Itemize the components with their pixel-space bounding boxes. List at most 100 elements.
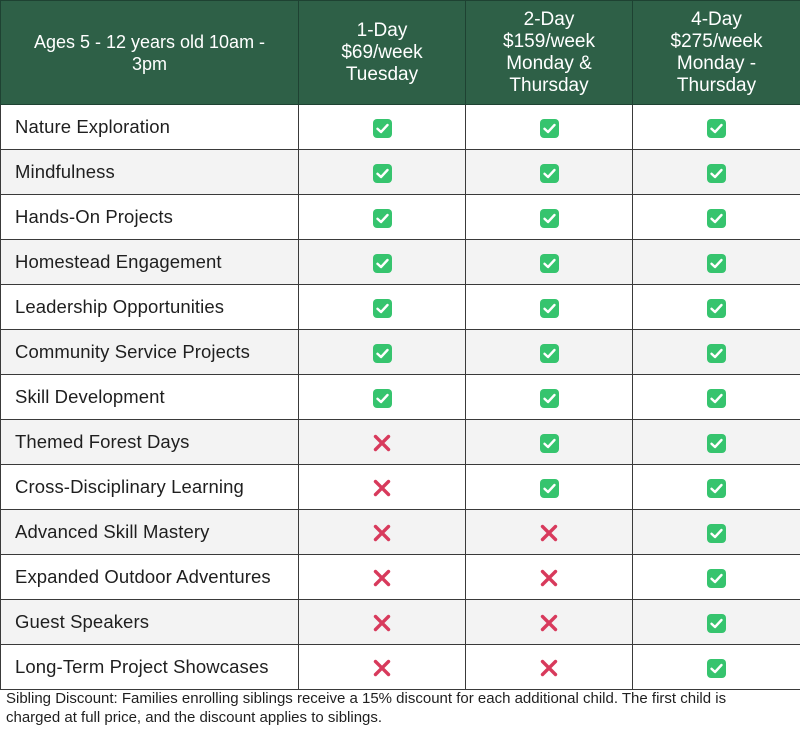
table-row: Nature Exploration — [0, 104, 800, 150]
plan-availability-cell — [298, 599, 466, 645]
plan-availability-cell — [465, 104, 633, 150]
pricing-table: Ages 5 - 12 years old 10am - 3pm 1-Day $… — [0, 0, 800, 690]
check-icon — [707, 568, 726, 588]
cross-icon — [540, 659, 558, 677]
plan-availability-cell — [632, 644, 800, 690]
plan-availability-cell — [465, 599, 633, 645]
plan-availability-cell — [465, 329, 633, 375]
sibling-discount-note: Sibling Discount: Families enrolling sib… — [6, 689, 796, 727]
table-row: Homestead Engagement — [0, 239, 800, 285]
plan-availability-cell — [298, 374, 466, 420]
table-row: Community Service Projects — [0, 329, 800, 375]
cross-icon — [373, 659, 391, 677]
plan-availability-cell — [465, 194, 633, 240]
table-row: Skill Development — [0, 374, 800, 420]
check-icon — [539, 478, 559, 498]
feature-name: Hands-On Projects — [0, 194, 299, 240]
check-icon — [372, 118, 392, 138]
footnote-line: Sibling Discount: Families enrolling sib… — [6, 690, 727, 707]
check-icon — [539, 163, 559, 183]
plan-availability-cell — [465, 464, 633, 510]
check-icon — [707, 343, 726, 363]
feature-name: Mindfulness — [0, 149, 299, 195]
age-group-header: Ages 5 - 12 years old 10am - 3pm — [0, 0, 299, 105]
table-body: Nature Exploration Mindfulness Hands-On Pr… — [0, 104, 800, 690]
cross-icon — [373, 479, 391, 497]
check-icon — [707, 163, 726, 183]
plan-availability-cell — [298, 284, 466, 330]
table-row: Expanded Outdoor Adventures — [0, 554, 800, 600]
cross-icon — [373, 569, 391, 587]
plan-days: Thursday — [509, 74, 589, 96]
check-icon — [707, 478, 726, 498]
plan-availability-cell — [632, 509, 800, 555]
plan-availability-cell — [298, 329, 466, 375]
plan-availability-cell — [465, 644, 633, 690]
plan-availability-cell — [632, 464, 800, 510]
plan-availability-cell — [632, 104, 800, 150]
check-icon — [539, 388, 559, 408]
plan-availability-cell — [632, 329, 800, 375]
check-icon — [707, 658, 726, 678]
check-icon — [372, 208, 392, 228]
plan-availability-cell — [632, 419, 800, 465]
feature-name: Leadership Opportunities — [0, 284, 299, 330]
cross-icon — [373, 434, 391, 452]
plan-header-2-day: 2-Day $159/week Monday & Thursday — [465, 0, 633, 105]
plan-availability-cell — [298, 194, 466, 240]
plan-name: 1-Day — [356, 19, 408, 41]
table-row: Leadership Opportunities — [0, 284, 800, 330]
plan-availability-cell — [298, 464, 466, 510]
plan-availability-cell — [632, 374, 800, 420]
cross-icon — [540, 614, 558, 632]
plan-header-1-day: 1-Day $69/week Tuesday — [298, 0, 466, 105]
check-icon — [707, 388, 726, 408]
plan-availability-cell — [298, 239, 466, 285]
check-icon — [372, 388, 392, 408]
check-icon — [707, 613, 726, 633]
feature-name: Themed Forest Days — [0, 419, 299, 465]
footnote-line: charged at full price, and the discount … — [6, 709, 383, 726]
plan-availability-cell — [632, 239, 800, 285]
feature-name: Homestead Engagement — [0, 239, 299, 285]
check-icon — [707, 433, 726, 453]
plan-availability-cell — [632, 284, 800, 330]
plan-availability-cell — [298, 419, 466, 465]
feature-name: Guest Speakers — [0, 599, 299, 645]
plan-availability-cell — [298, 149, 466, 195]
check-icon — [539, 208, 559, 228]
plan-availability-cell — [465, 509, 633, 555]
check-icon — [707, 298, 726, 318]
check-icon — [539, 118, 559, 138]
table-row: Hands-On Projects — [0, 194, 800, 240]
plan-availability-cell — [465, 374, 633, 420]
plan-availability-cell — [465, 239, 633, 285]
age-group-line: 3pm — [131, 53, 167, 74]
check-icon — [707, 118, 726, 138]
table-row: Long-Term Project Showcases — [0, 644, 800, 690]
plan-days: Tuesday — [345, 63, 419, 85]
plan-days: Monday - — [676, 52, 757, 74]
table-row: Cross-Disciplinary Learning — [0, 464, 800, 510]
feature-name: Nature Exploration — [0, 104, 299, 150]
plan-availability-cell — [632, 554, 800, 600]
check-icon — [539, 433, 559, 453]
cross-icon — [540, 569, 558, 587]
plan-price: $69/week — [341, 41, 423, 63]
plan-availability-cell — [298, 509, 466, 555]
feature-name: Cross-Disciplinary Learning — [0, 464, 299, 510]
cross-icon — [540, 524, 558, 542]
age-group-line: Ages 5 - 12 years old 10am - — [33, 31, 266, 52]
feature-name: Community Service Projects — [0, 329, 299, 375]
plan-availability-cell — [632, 149, 800, 195]
cross-icon — [373, 524, 391, 542]
check-icon — [707, 523, 726, 543]
table-row: Guest Speakers — [0, 599, 800, 645]
plan-availability-cell — [298, 554, 466, 600]
check-icon — [539, 343, 559, 363]
plan-availability-cell — [298, 104, 466, 150]
plan-availability-cell — [465, 554, 633, 600]
check-icon — [707, 253, 726, 273]
plan-availability-cell — [632, 194, 800, 240]
